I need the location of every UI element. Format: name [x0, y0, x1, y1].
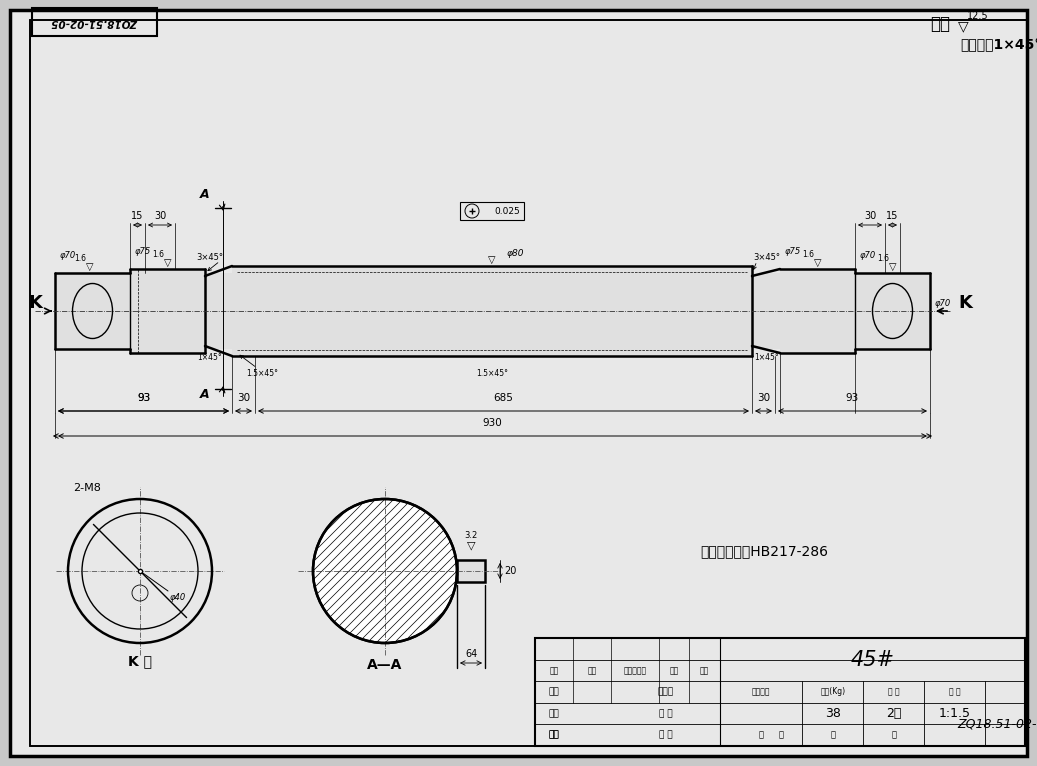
Text: 审核: 审核: [549, 731, 559, 740]
Text: ▽: ▽: [467, 540, 475, 550]
Text: ▽: ▽: [488, 255, 496, 265]
Text: 20: 20: [504, 566, 516, 576]
Text: 15: 15: [132, 211, 144, 221]
Text: 12.5: 12.5: [966, 11, 988, 21]
Text: 处数: 处数: [587, 666, 596, 675]
Text: ZQ18.51-02-05: ZQ18.51-02-05: [52, 17, 138, 27]
Text: 3.2: 3.2: [465, 531, 478, 540]
Text: 第: 第: [831, 731, 836, 740]
Bar: [232, 266, 752, 356]
Text: 93: 93: [137, 393, 150, 403]
Text: 标记: 标记: [550, 666, 559, 675]
Circle shape: [313, 499, 457, 643]
Text: ▽: ▽: [86, 262, 93, 272]
Bar: [460, 202, 524, 220]
Text: K: K: [958, 294, 972, 312]
Text: 0.025: 0.025: [494, 207, 520, 215]
Text: K: K: [28, 294, 41, 312]
Text: φ80: φ80: [507, 249, 525, 258]
Text: 日 期: 日 期: [658, 731, 672, 740]
Text: φ70: φ70: [860, 251, 876, 260]
Text: 685: 685: [494, 393, 513, 403]
Text: 标准化: 标准化: [657, 688, 674, 696]
Text: 2-M8: 2-M8: [73, 483, 101, 493]
Text: ▽: ▽: [890, 262, 897, 272]
Text: 2件: 2件: [887, 707, 901, 720]
Text: 张: 张: [892, 731, 896, 740]
Text: 比 例: 比 例: [949, 688, 960, 696]
Text: 1.6: 1.6: [74, 254, 86, 263]
Text: 1.5×45°: 1.5×45°: [246, 369, 278, 378]
Text: 重量(Kg): 重量(Kg): [820, 688, 845, 696]
Text: 45#: 45#: [850, 650, 895, 669]
Text: φ40: φ40: [170, 593, 187, 602]
Text: 1.6: 1.6: [802, 250, 814, 259]
Text: 热处理：调质HB217-286: 热处理：调质HB217-286: [700, 544, 828, 558]
Text: 3×45°: 3×45°: [196, 254, 224, 263]
Text: 更改文件号: 更改文件号: [623, 666, 646, 675]
Text: 数 量: 数 量: [888, 688, 900, 696]
Text: 图样标记: 图样标记: [752, 688, 770, 696]
Text: 1×45°: 1×45°: [198, 353, 222, 362]
Text: K 向: K 向: [128, 654, 152, 668]
Text: 1.5×45°: 1.5×45°: [476, 369, 508, 378]
Text: 其余: 其余: [930, 15, 950, 33]
Text: A—A: A—A: [367, 658, 402, 672]
Bar: [535, 638, 1025, 746]
Text: ▽: ▽: [958, 19, 969, 33]
Text: 93: 93: [846, 393, 859, 403]
Text: 30: 30: [153, 211, 166, 221]
Text: φ70: φ70: [935, 299, 951, 308]
Text: 共: 共: [759, 731, 763, 740]
Bar: [780, 269, 854, 353]
Text: 15: 15: [887, 211, 899, 221]
Text: 30: 30: [236, 393, 250, 403]
Bar: [457, 560, 485, 582]
Text: 93: 93: [137, 393, 150, 403]
Text: A: A: [200, 388, 209, 401]
Text: 数 量: 数 量: [658, 709, 672, 718]
Bar: [130, 269, 205, 353]
Text: φ75: φ75: [135, 247, 151, 256]
Text: 日期: 日期: [699, 666, 708, 675]
Bar: [32, 8, 157, 36]
Text: 30: 30: [864, 211, 876, 221]
Text: 30: 30: [757, 393, 770, 403]
Text: φ75: φ75: [785, 247, 802, 256]
Bar: [55, 273, 930, 349]
Text: 64: 64: [465, 649, 477, 659]
Text: 1×45°: 1×45°: [755, 353, 780, 362]
Text: 校对: 校对: [549, 709, 559, 718]
Text: 1.6: 1.6: [152, 250, 164, 259]
Text: ▽: ▽: [814, 258, 821, 268]
Text: 签字: 签字: [669, 666, 678, 675]
Text: 设计: 设计: [549, 688, 559, 696]
Text: 未注倒角1×45°: 未注倒角1×45°: [960, 37, 1037, 51]
Text: 3×45°: 3×45°: [754, 254, 781, 263]
Text: ZQ18.51-02-05: ZQ18.51-02-05: [957, 718, 1037, 731]
Text: 930: 930: [482, 418, 502, 428]
Text: 38: 38: [824, 707, 841, 720]
Text: 1.6: 1.6: [877, 254, 889, 263]
Text: 张: 张: [779, 731, 784, 740]
Text: A: A: [200, 188, 209, 201]
Text: ▽: ▽: [164, 258, 172, 268]
Text: 工艺: 工艺: [549, 731, 559, 740]
Text: φ70: φ70: [60, 251, 77, 260]
Text: 1:1.5: 1:1.5: [938, 707, 971, 720]
